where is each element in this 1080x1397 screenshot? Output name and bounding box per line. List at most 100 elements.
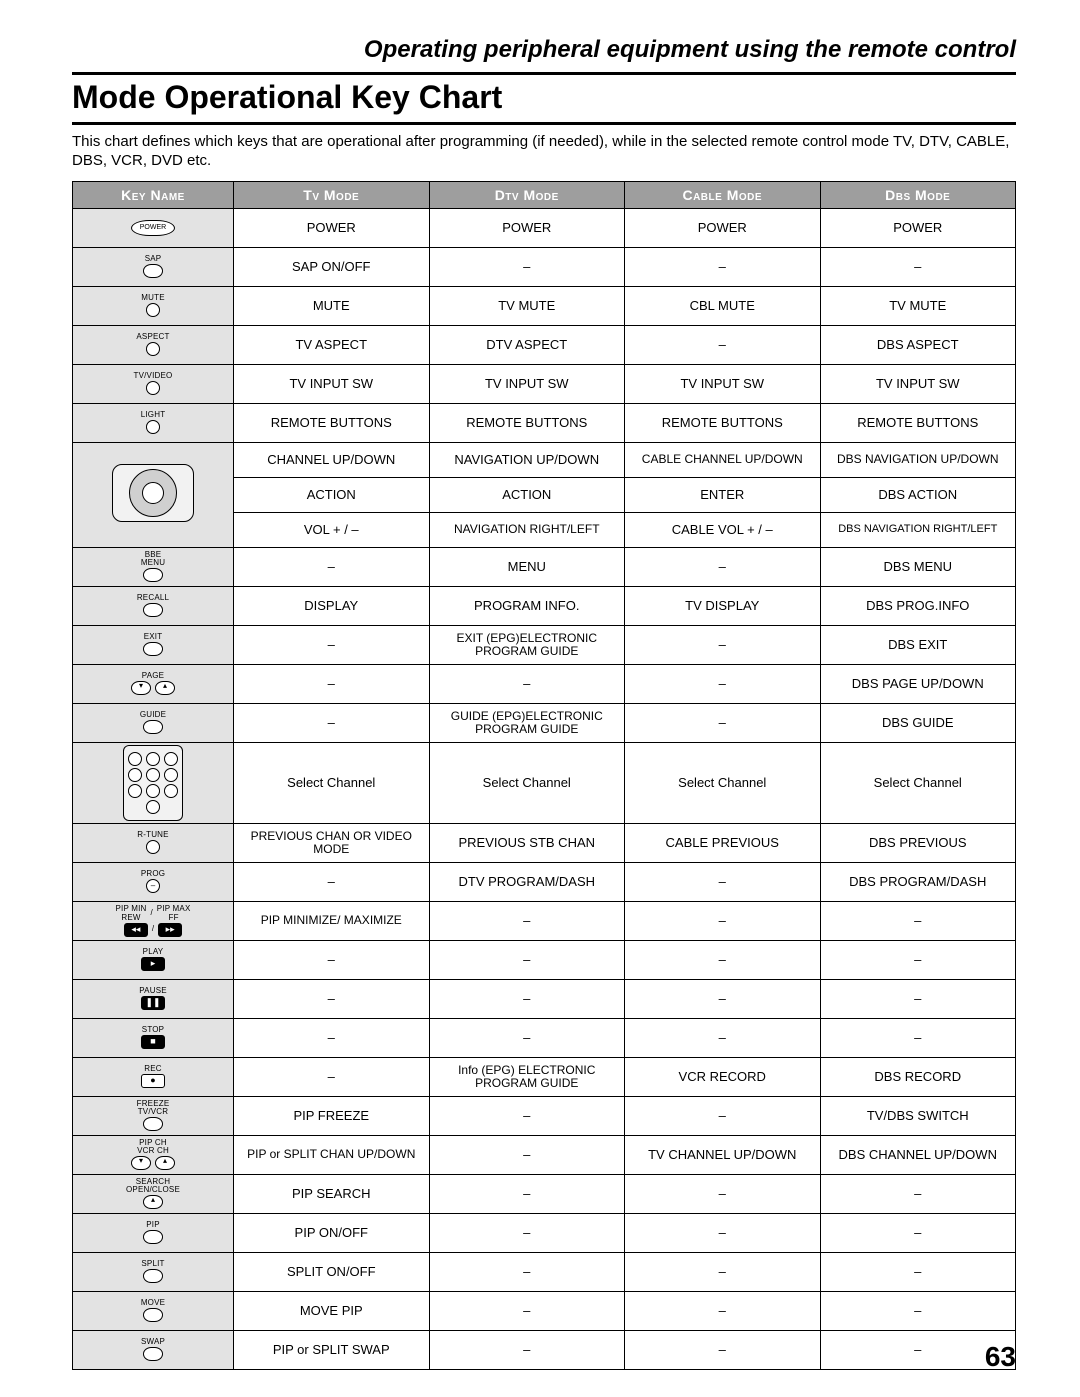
cell: POWER [429,208,625,247]
key-move-icon: MOVE [73,1291,234,1330]
cell: – [625,1018,821,1057]
table-row: PAUSE❚❚ – – – – [73,979,1016,1018]
cell: SPLIT ON/OFF [234,1252,430,1291]
cell: DBS ACTION [820,477,1016,512]
cell: VCR RECORD [625,1057,821,1096]
cell: PREVIOUS STB CHAN [429,823,625,862]
cell: – [820,1252,1016,1291]
cell: – [234,703,430,742]
cell: – [820,1018,1016,1057]
table-header-row: Key Name Tv Mode Dtv Mode Cable Mode Dbs… [73,181,1016,208]
cell: DBS GUIDE [820,703,1016,742]
key-prog-icon: PROG– [73,862,234,901]
cell: – [625,862,821,901]
table-row: PLAY▸ – – – – [73,940,1016,979]
cell: – [429,901,625,940]
col-cable-mode: Cable Mode [625,181,821,208]
table-row: SWAP PIP or SPLIT SWAP – – – [73,1330,1016,1369]
cell: – [820,1174,1016,1213]
cell: – [234,664,430,703]
cell: DBS PREVIOUS [820,823,1016,862]
cell: DBS PROGRAM/DASH [820,862,1016,901]
key-sap-icon: SAP [73,247,234,286]
cell: CHANNEL UP/DOWN [234,442,430,477]
cell: DBS CHANNEL UP/DOWN [820,1135,1016,1174]
table-row: SEARCHOPEN/CLOSE▴ PIP SEARCH – – – [73,1174,1016,1213]
key-page-icon: PAGE ▾▴ [73,664,234,703]
cell: Select Channel [820,742,1016,823]
key-pip-icon: PIP [73,1213,234,1252]
cell: – [625,247,821,286]
cell: – [429,664,625,703]
cell: – [234,1018,430,1057]
cell: MOVE PIP [234,1291,430,1330]
key-exit-icon: EXIT [73,625,234,664]
cell: – [625,1291,821,1330]
cell: – [234,625,430,664]
cell: – [429,1291,625,1330]
cell: – [429,1174,625,1213]
col-key-name: Key Name [73,181,234,208]
table-row: BBEMENU – MENU – DBS MENU [73,547,1016,586]
cell: TV/DBS SWITCH [820,1096,1016,1135]
cell: REMOTE BUTTONS [234,403,430,442]
cell: TV CHANNEL UP/DOWN [625,1135,821,1174]
key-pause-icon: PAUSE❚❚ [73,979,234,1018]
cell: PIP or SPLIT SWAP [234,1330,430,1369]
cell: – [625,901,821,940]
cell: NAVIGATION RIGHT/LEFT [429,512,625,547]
table-row: TV/VIDEO TV INPUT SW TV INPUT SW TV INPU… [73,364,1016,403]
table-row: MOVE MOVE PIP – – – [73,1291,1016,1330]
table-row: FREEZETV/VCR PIP FREEZE – – TV/DBS SWITC… [73,1096,1016,1135]
table-row: STOP■ – – – – [73,1018,1016,1057]
key-pipminmax-icon: PIP MINREW / PIP MAXFF ◂◂/▸▸ [73,901,234,940]
cell: – [429,1135,625,1174]
table-row: REC● – Info (EPG) ELECTRONIC PROGRAM GUI… [73,1057,1016,1096]
cell: TV ASPECT [234,325,430,364]
cell: – [234,1057,430,1096]
cell: PIP MINIMIZE/ MAXIMIZE [234,901,430,940]
table-row: PIP CHVCR CH ▾▴ PIP or SPLIT CHAN UP/DOW… [73,1135,1016,1174]
key-recall-icon: RECALL [73,586,234,625]
cell: PIP SEARCH [234,1174,430,1213]
table-row: POWER POWER POWER POWER POWER [73,208,1016,247]
cell: – [625,1330,821,1369]
cell: – [820,940,1016,979]
cell: – [625,1252,821,1291]
cell: PIP or SPLIT CHAN UP/DOWN [234,1135,430,1174]
cell: TV INPUT SW [429,364,625,403]
col-dbs-mode: Dbs Mode [820,181,1016,208]
cell: CABLE PREVIOUS [625,823,821,862]
cell: – [820,247,1016,286]
cell: – [625,325,821,364]
cell: DBS MENU [820,547,1016,586]
cell: CBL MUTE [625,286,821,325]
cell: – [625,703,821,742]
cell: TV INPUT SW [234,364,430,403]
cell: – [429,1252,625,1291]
key-rtune-icon: R-TUNE [73,823,234,862]
cell: – [820,901,1016,940]
cell: DBS ASPECT [820,325,1016,364]
cell: MENU [429,547,625,586]
table-row: CHANNEL UP/DOWN NAVIGATION UP/DOWN CABLE… [73,442,1016,477]
cell: DBS RECORD [820,1057,1016,1096]
page-number: 63 [985,1341,1016,1373]
cell: – [625,940,821,979]
cell: PIP FREEZE [234,1096,430,1135]
cell: Select Channel [429,742,625,823]
cell: TV DISPLAY [625,586,821,625]
cell: – [820,1213,1016,1252]
cell: – [820,979,1016,1018]
cell: SAP ON/OFF [234,247,430,286]
cell: TV INPUT SW [625,364,821,403]
table-row: MUTE MUTE TV MUTE CBL MUTE TV MUTE [73,286,1016,325]
cell: ACTION [234,477,430,512]
cell: PROGRAM INFO. [429,586,625,625]
cell: PIP ON/OFF [234,1213,430,1252]
page-supertitle: Operating peripheral equipment using the… [72,36,1016,64]
cell: – [429,979,625,1018]
cell: DBS PROG.INFO [820,586,1016,625]
cell: – [429,1096,625,1135]
cell: – [429,1330,625,1369]
